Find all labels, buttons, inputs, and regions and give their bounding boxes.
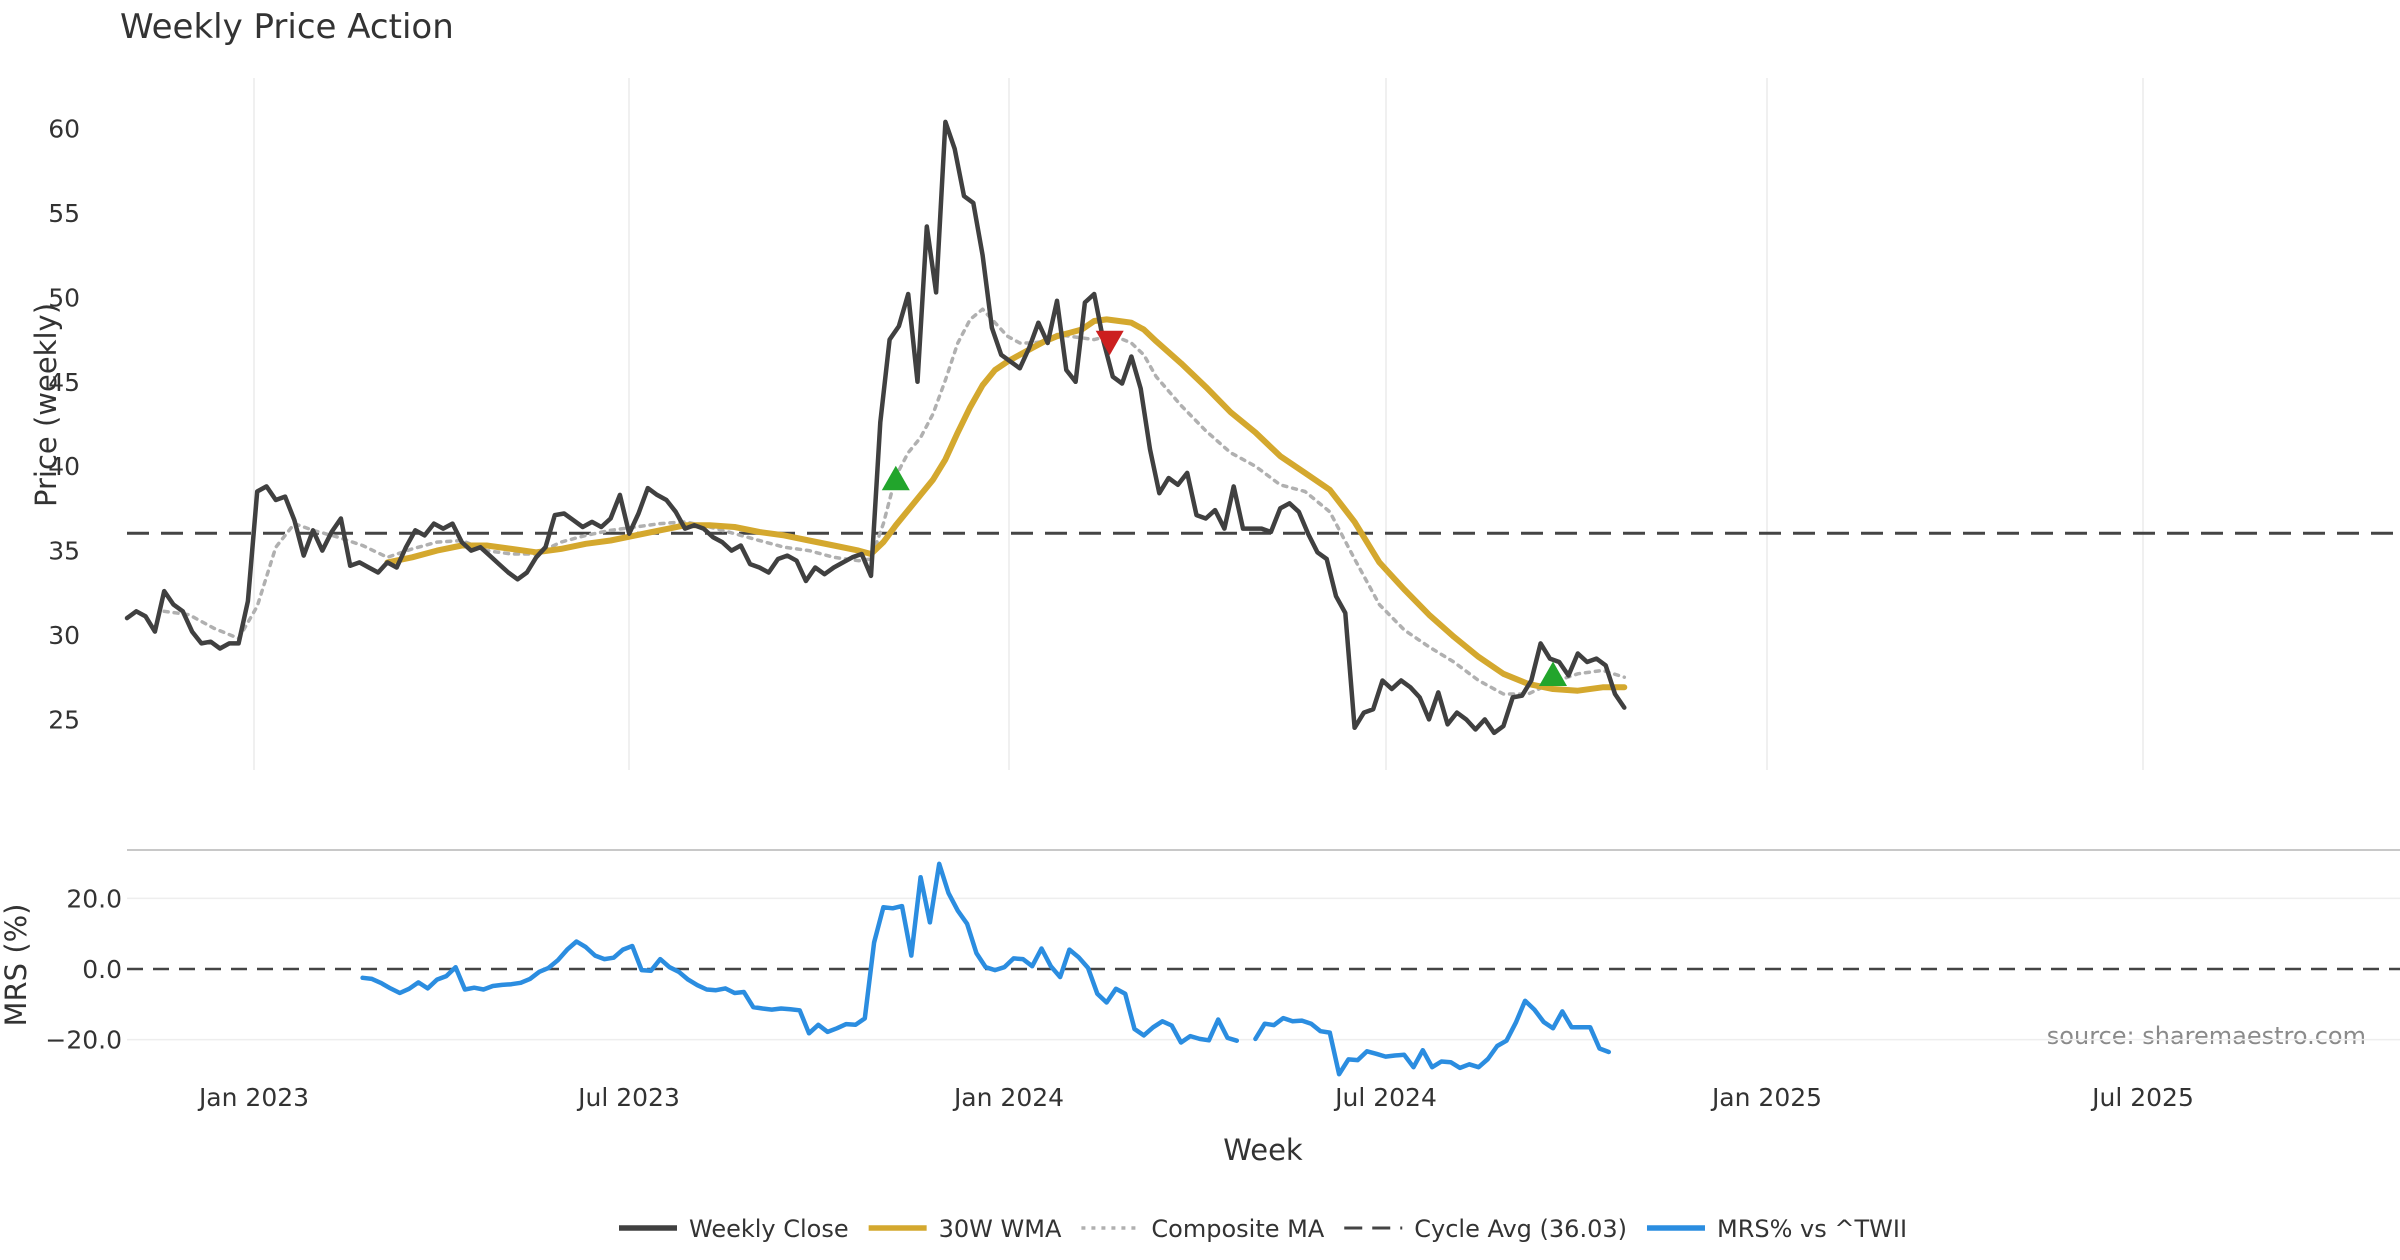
x-tick-label: Jan 2025 <box>1710 1083 1822 1112</box>
mrs-y-ticks: 20.0 0.0 −20.0 <box>45 884 122 1054</box>
price-grid <box>253 78 2144 770</box>
mrs-y-tick-label: −20.0 <box>45 1026 122 1055</box>
legend-label-mrs-vs-twii: MRS% vs ^TWII <box>1717 1215 1907 1243</box>
price-y-tick-label: 60 <box>48 115 80 144</box>
legend: Weekly Close 30W WMA Composite MA Cycle Avg… <box>619 1215 1907 1243</box>
x-tick-label: Jan 2024 <box>952 1083 1064 1112</box>
chart-title: Weekly Price Action <box>120 7 454 47</box>
price-y-tick-label: 45 <box>48 368 80 397</box>
mrs-y-tick-label: 20.0 <box>66 884 122 913</box>
x-tick-label: Jan 2023 <box>197 1083 309 1112</box>
x-tick-label: Jul 2023 <box>576 1083 680 1112</box>
price-y-tick-label: 40 <box>48 452 80 481</box>
buy-signal-marker <box>1539 661 1567 686</box>
x-tick-label: Jul 2024 <box>1333 1083 1437 1112</box>
mrs-y-axis-label: MRS (%) <box>0 904 33 1027</box>
legend-label-composite-ma: Composite MA <box>1151 1215 1324 1243</box>
price-y-ticks: 25 30 35 40 45 50 55 60 <box>48 115 80 735</box>
price-y-tick-label: 25 <box>48 705 80 734</box>
sell-signal-marker <box>1095 330 1124 356</box>
30w-wma-line <box>384 316 1628 694</box>
price-y-axis-label: Price (weekly) <box>29 303 63 507</box>
weekly-close-line <box>124 119 1627 736</box>
x-axis-ticks: Jan 2023 Jul 2023 Jan 2024 Jul 2024 Jan 2025… <box>197 1083 2194 1112</box>
buy-signal-marker <box>881 465 910 491</box>
price-series-layer <box>124 119 1628 736</box>
mrs-line-segment <box>360 861 1240 1045</box>
mrs-y-tick-label: 0.0 <box>82 955 122 984</box>
price-y-tick-label: 55 <box>48 199 80 228</box>
x-tick-label: Jul 2025 <box>2090 1083 2194 1112</box>
price-y-tick-label: 50 <box>48 283 80 312</box>
price-y-tick-label: 30 <box>48 621 80 650</box>
mrs-series-layer <box>360 861 1612 1077</box>
price-y-tick-label: 35 <box>48 537 80 566</box>
mrs-line-segment <box>1253 998 1612 1077</box>
legend-label-cycle-avg-36-03: Cycle Avg (36.03) <box>1414 1215 1627 1243</box>
x-axis-label: Week <box>1223 1133 1303 1167</box>
legend-label-weekly-close: Weekly Close <box>689 1215 849 1243</box>
source-annotation: source: sharemaestro.com <box>2047 1022 2366 1050</box>
composite-ma-line <box>162 307 1627 696</box>
signal-markers <box>881 330 1567 686</box>
mrs-grid <box>127 897 2400 1041</box>
legend-label-30w-wma: 30W WMA <box>939 1215 1062 1243</box>
